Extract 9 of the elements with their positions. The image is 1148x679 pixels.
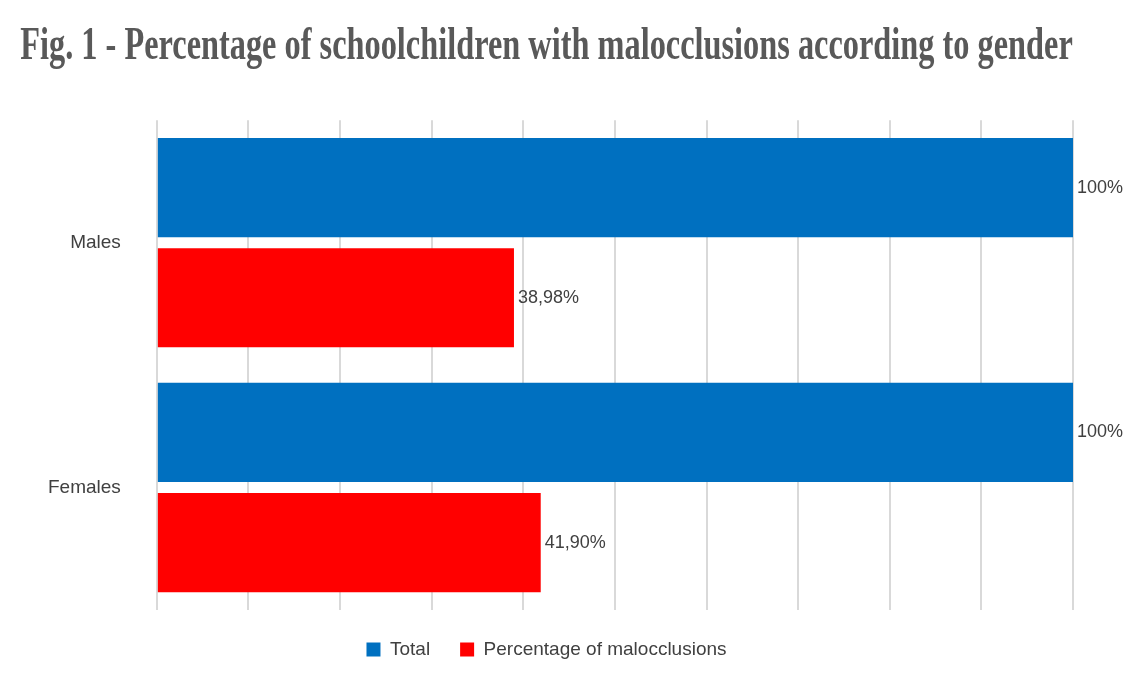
data-label: 100% xyxy=(1077,421,1124,442)
legend-label: Percentage of malocclusions xyxy=(483,637,727,659)
y-tick-label: Females xyxy=(48,475,121,497)
legend-label: Total xyxy=(389,637,431,659)
data-label: 100% xyxy=(1077,176,1124,197)
chart-title: Fig. 1 - Percentage of schoolchildren with malocclusions according to gender xyxy=(20,19,1073,70)
data-label: 41,90% xyxy=(544,531,606,552)
y-tick-label: Males xyxy=(70,230,121,252)
data-label: 38,98% xyxy=(517,286,580,307)
